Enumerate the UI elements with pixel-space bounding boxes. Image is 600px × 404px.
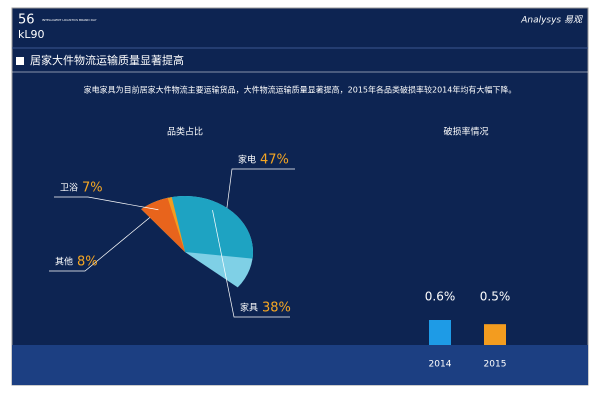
- x-tick-label: 2015: [484, 360, 507, 370]
- slide-background: [11, 7, 589, 386]
- bar: [484, 324, 506, 345]
- leader-line: [225, 168, 295, 219]
- bar-title: 破损率情况: [443, 126, 488, 138]
- pie-value-label: 7%: [82, 181, 103, 196]
- pie-value-label: 47%: [260, 153, 289, 168]
- pie-value-label: 8%: [77, 255, 98, 270]
- bottom-band: [12, 345, 588, 385]
- slide-subtitle: 家电家具为目前居家大件物流主要运输货品，大件物流运输质量显著提高，2015年各品…: [84, 85, 517, 95]
- leader-line: [54, 196, 159, 211]
- pie-title: 品类占比: [167, 126, 203, 138]
- slide-title: 居家大件物流运输质量显著提高: [30, 53, 184, 67]
- bar-value-label: 0.5%: [480, 290, 511, 304]
- logo-text: kL90: [18, 28, 45, 41]
- pie-label: 其他: [55, 256, 73, 268]
- title-marker: [16, 57, 24, 65]
- leader-line: [49, 208, 161, 272]
- bar-value-label: 0.6%: [425, 290, 456, 304]
- pie-slice: [141, 197, 185, 252]
- pie-label: 家具: [240, 302, 258, 314]
- leader-line: [212, 210, 290, 318]
- logo-number: 56: [18, 13, 35, 28]
- bar: [429, 320, 451, 345]
- brand: Analysys 易观: [520, 15, 583, 26]
- pie-label: 卫浴: [60, 183, 78, 194]
- x-tick-label: 2014: [429, 360, 452, 370]
- logo-tagline: INTELLIGENT LOGISTICS BRAND DAY: [42, 18, 97, 22]
- pie-label: 家电: [238, 154, 256, 166]
- pie-value-label: 38%: [262, 301, 291, 316]
